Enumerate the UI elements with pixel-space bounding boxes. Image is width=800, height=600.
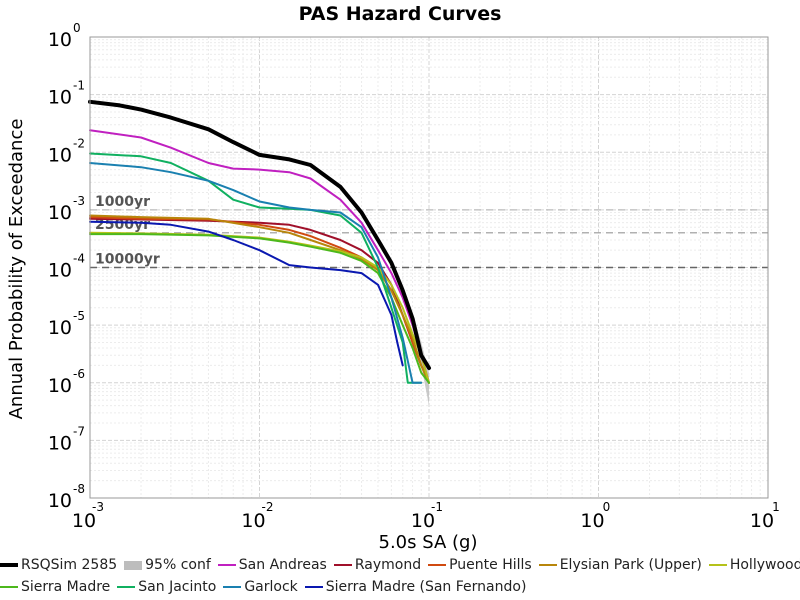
axis-ticks: 10-310-210-110010110010-110-210-310-410-… bbox=[48, 21, 780, 532]
x-tick-label: 10 bbox=[72, 510, 96, 532]
legend-label: Puente Hills bbox=[449, 557, 532, 573]
legend-swatch bbox=[708, 564, 727, 566]
return-period-label: 10000yr bbox=[95, 252, 160, 268]
legend-item: Sierra Madre (San Fernando) bbox=[304, 576, 527, 598]
y-tick-exponent: -3 bbox=[73, 194, 85, 208]
y-tick-label: 10 bbox=[48, 29, 72, 51]
legend-swatch bbox=[124, 560, 143, 570]
legend-item: RSQSim 2585 bbox=[0, 554, 117, 576]
legend-swatch bbox=[117, 586, 136, 588]
y-tick-exponent: -2 bbox=[73, 136, 85, 150]
y-tick-label: 10 bbox=[48, 260, 72, 282]
series-line-rsqsim-2585 bbox=[88, 99, 431, 370]
legend: RSQSim 2585 95% conf San Andreas Raymond Pue… bbox=[0, 554, 800, 598]
y-tick-label: 10 bbox=[48, 144, 72, 166]
legend-swatch bbox=[538, 564, 557, 566]
legend-swatch bbox=[428, 564, 447, 566]
legend-item: Elysian Park (Upper) bbox=[538, 554, 702, 576]
legend-label: Sierra Madre bbox=[21, 579, 111, 595]
series-line-sierra-madre bbox=[89, 233, 430, 384]
y-tick-exponent: -5 bbox=[73, 309, 85, 323]
legend-label: Hollywood bbox=[729, 557, 800, 573]
legend-item: Raymond bbox=[333, 554, 422, 576]
x-tick-exponent: 0 bbox=[603, 500, 611, 514]
y-tick-exponent: -7 bbox=[73, 424, 85, 438]
y-tick-label: 10 bbox=[48, 490, 72, 512]
y-tick-label: 10 bbox=[48, 375, 72, 397]
legend-item: Hollywood bbox=[708, 554, 800, 576]
x-tick-exponent: -3 bbox=[92, 500, 104, 514]
series-line-san-andreas bbox=[89, 129, 430, 384]
legend-swatch bbox=[0, 586, 18, 588]
y-tick-label: 10 bbox=[48, 202, 72, 224]
x-tick-label: 10 bbox=[241, 510, 265, 532]
legend-label: San Andreas bbox=[238, 557, 327, 573]
y-tick-label: 10 bbox=[48, 317, 72, 339]
x-tick-label: 10 bbox=[580, 510, 604, 532]
x-tick-exponent: -2 bbox=[262, 500, 274, 514]
y-tick-exponent: -8 bbox=[73, 482, 85, 496]
y-tick-exponent: -1 bbox=[73, 79, 85, 93]
legend-item: Garlock bbox=[223, 576, 298, 598]
return-period-lines: 1000yr 2500yr 10000yr bbox=[90, 194, 768, 269]
y-tick-exponent: -4 bbox=[73, 252, 85, 266]
legend-item: San Andreas bbox=[217, 554, 327, 576]
y-axis-label: Annual Probability of Exceedance bbox=[6, 119, 27, 420]
legend-row: RSQSim 2585 95% conf San Andreas Raymond Pue… bbox=[0, 554, 800, 576]
legend-row: Sierra Madre San Jacinto Garlock Sierra Mad… bbox=[0, 576, 800, 598]
legend-item: 95% conf bbox=[124, 554, 211, 576]
legend-swatch bbox=[0, 563, 18, 567]
x-tick-exponent: -1 bbox=[431, 500, 443, 514]
return-period-label: 1000yr bbox=[95, 194, 150, 210]
legend-label: Garlock bbox=[244, 579, 298, 595]
series-line-garlock bbox=[89, 162, 423, 384]
x-axis-label: 5.0s SA (g) bbox=[379, 532, 478, 553]
legend-label: RSQSim 2585 bbox=[21, 557, 118, 573]
legend-label: Raymond bbox=[354, 557, 422, 573]
legend-swatch bbox=[223, 586, 242, 588]
legend-label: San Jacinto bbox=[138, 579, 217, 595]
legend-label: Elysian Park (Upper) bbox=[559, 557, 702, 573]
y-tick-exponent: 0 bbox=[73, 21, 81, 35]
x-tick-label: 10 bbox=[750, 510, 774, 532]
series-line-sierra-madre-san-fernando bbox=[89, 220, 404, 367]
y-tick-label: 10 bbox=[48, 432, 72, 454]
legend-swatch bbox=[304, 586, 323, 588]
series-line-san-jacinto bbox=[89, 152, 423, 384]
legend-swatch bbox=[217, 564, 236, 566]
legend-item: Sierra Madre bbox=[0, 576, 110, 598]
return-period-label: 2500yr bbox=[95, 217, 150, 233]
legend-item: Puente Hills bbox=[428, 554, 532, 576]
legend-swatch bbox=[333, 564, 352, 566]
plot-frame bbox=[89, 36, 769, 499]
x-tick-label: 10 bbox=[411, 510, 435, 532]
y-tick-label: 10 bbox=[48, 87, 72, 109]
legend-item: San Jacinto bbox=[117, 576, 216, 598]
x-tick-exponent: 1 bbox=[772, 500, 780, 514]
y-tick-exponent: -6 bbox=[73, 367, 85, 381]
legend-label: 95% conf bbox=[145, 557, 211, 573]
chart-title: PAS Hazard Curves bbox=[299, 3, 502, 25]
legend-label: Sierra Madre (San Fernando) bbox=[325, 579, 527, 595]
series-layer bbox=[88, 99, 431, 384]
